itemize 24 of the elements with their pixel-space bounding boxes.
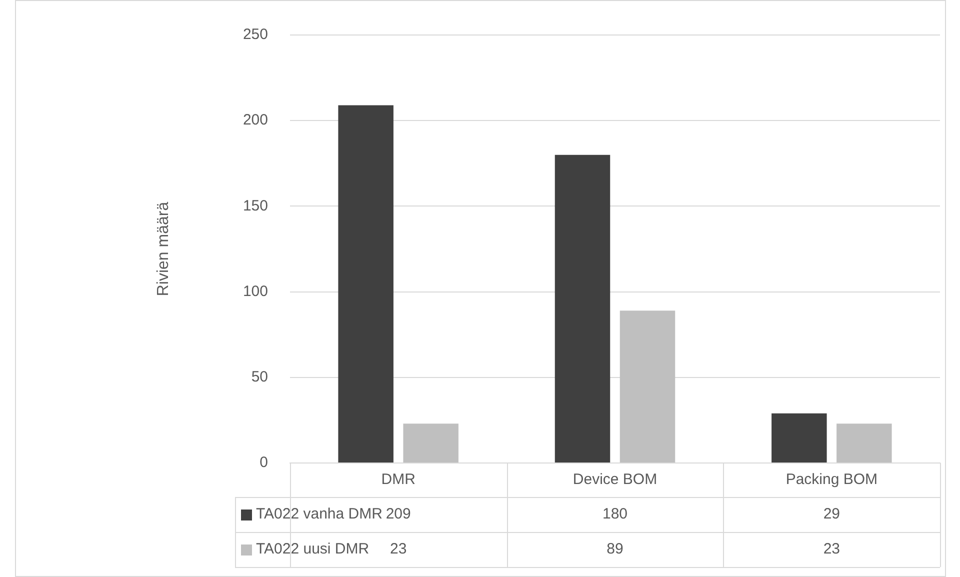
y-axis-title: Rivien määrä [155,202,172,296]
bar [620,310,676,462]
data-label: 23 [390,540,407,558]
data-label: 180 [602,506,628,523]
legend-label: TA022 vanha DMR [256,506,383,523]
y-tick-label: 50 [251,368,268,386]
data-label: 209 [386,506,411,523]
y-tick-label: 0 [260,454,268,472]
bar [772,413,827,462]
y-tick-label: 150 [242,197,268,214]
legend-label: TA022 uusi DMR [256,540,370,558]
x-tick-label: DMR [381,471,416,488]
data-label: 89 [606,540,624,558]
x-tick-label: Device BOM [572,471,658,488]
y-tick-label: 100 [242,282,268,300]
data-label: 29 [823,506,840,523]
y-tick-label: 200 [242,112,268,129]
bar [554,154,610,462]
x-tick-label: Packing BOM [786,471,878,488]
data-label: 23 [823,540,840,558]
bar [338,105,394,462]
y-tick-label: 250 [242,26,268,44]
bar [403,424,458,462]
bar [836,424,892,462]
